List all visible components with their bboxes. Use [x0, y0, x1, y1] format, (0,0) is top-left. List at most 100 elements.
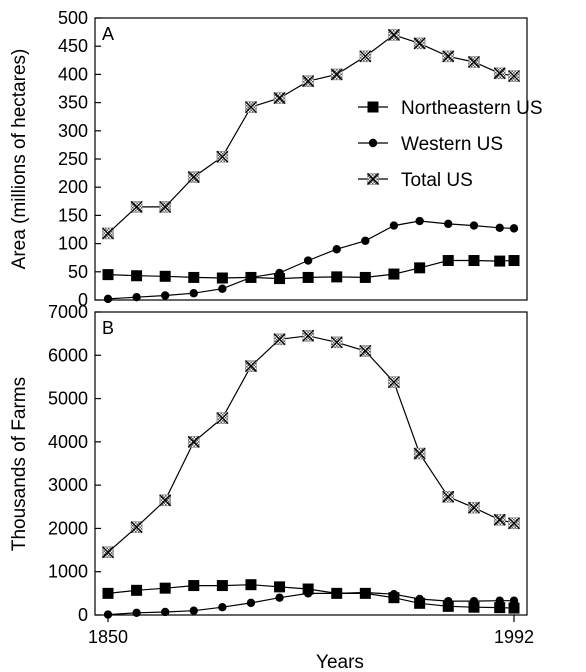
panel-b-line-total-us — [107, 335, 515, 553]
panel-b-point-total-us — [493, 513, 506, 526]
panel-b-point-western-us — [389, 590, 399, 599]
panel-a-point-total-us — [359, 50, 372, 63]
panel-b-point-western-us — [275, 593, 284, 602]
panel-a-point-northeastern-us — [274, 273, 286, 285]
x-tick-label: 1850 — [88, 627, 128, 647]
panel-b-point-total-us — [468, 501, 480, 514]
panel-a-point-total-us — [273, 92, 286, 105]
legend: Northeastern US Western US Total US — [358, 98, 543, 191]
panel-a-series-total-us — [102, 28, 520, 240]
panel-a-point-northeastern-us — [359, 271, 371, 283]
panel-b-point-western-us — [361, 588, 370, 597]
panel-a-point-northeastern-us — [102, 269, 114, 281]
panel-b-point-total-us — [159, 494, 172, 507]
panel-a-point-western-us — [103, 294, 113, 304]
legend-marker-northeastern-us — [367, 101, 379, 113]
panel-b-point-northeastern-us — [216, 580, 228, 592]
x-axis-title: Years — [316, 652, 364, 672]
panel-a-y-tick-label: 450 — [58, 36, 88, 56]
panel-b-y-tick-label: 0 — [78, 605, 88, 625]
panel-b-point-western-us — [103, 610, 113, 619]
panel-a-point-total-us — [508, 70, 520, 83]
panel-a-point-western-us — [218, 284, 227, 293]
panel-b-point-northeastern-us — [442, 600, 454, 612]
panel-b-point-western-us — [469, 596, 479, 606]
panel-a-point-western-us — [246, 273, 256, 282]
panel-a-point-total-us — [244, 101, 257, 114]
panel-b-point-western-us — [246, 598, 256, 608]
panel-b-x-ticks: 1850 1992 — [88, 615, 534, 647]
panel-b-line-northeastern-us — [107, 584, 515, 609]
panel-b-y-tick-label: 2000 — [48, 518, 88, 538]
panel-b-point-western-us — [132, 608, 141, 618]
panel-b-label: B — [102, 318, 114, 338]
legend-marker-total-us — [367, 173, 379, 185]
panel-a-point-western-us — [132, 292, 141, 302]
panel-b-point-total-us — [330, 336, 343, 349]
panel-b-point-total-us — [442, 490, 455, 503]
panel-b-point-northeastern-us — [131, 584, 143, 596]
legend-item-western-us: Western US — [358, 134, 503, 155]
panel-a-point-total-us — [387, 28, 400, 41]
panel-b-point-total-us — [187, 435, 200, 448]
panel-b-point-northeastern-us — [494, 602, 506, 614]
panel-b-point-northeastern-us — [102, 587, 114, 599]
panel-a-y-tick-label: 150 — [58, 205, 88, 225]
panel-b-y-tick-label: 4000 — [48, 432, 88, 452]
panel-a-point-northeastern-us — [131, 270, 143, 282]
panel-b-point-northeastern-us — [302, 583, 314, 595]
panel-b-line-western-us — [107, 591, 514, 616]
panel-b-point-northeastern-us — [188, 580, 200, 592]
panel-a-point-northeastern-us — [508, 255, 520, 267]
panel-b-point-western-us — [495, 596, 504, 605]
panel-a-series — [102, 28, 520, 304]
panel-b-point-total-us — [387, 376, 400, 389]
panel-a-point-western-us — [389, 221, 399, 230]
panel-b-point-western-us — [160, 607, 170, 617]
legend-label: Western US — [401, 134, 503, 155]
panel-b-point-western-us — [332, 589, 341, 598]
panel-b-point-western-us — [189, 606, 198, 615]
panel-a-point-northeastern-us — [188, 271, 200, 283]
panel-a-point-western-us — [303, 256, 313, 265]
panel-a-point-northeastern-us — [216, 272, 228, 284]
panel-b-y-tick-label: 5000 — [48, 389, 88, 409]
panel-a-point-total-us — [159, 200, 172, 213]
panel-a-point-total-us — [330, 68, 343, 81]
panel-a-point-total-us — [130, 200, 143, 213]
panel-a-series-western-us — [103, 216, 519, 304]
panel-a-point-western-us — [160, 291, 170, 300]
panel-a-y-tick-label: 250 — [58, 149, 88, 169]
panel-b-y-tick-label: 6000 — [48, 345, 88, 365]
legend-label: Northeastern US — [401, 98, 543, 119]
panel-b-point-northeastern-us — [245, 579, 257, 591]
panel-b-y-tick-label: 1000 — [48, 562, 88, 582]
panel-b-point-western-us — [218, 603, 227, 612]
panel-a-line-total-us — [107, 34, 515, 234]
panel-b-point-total-us — [102, 546, 114, 559]
panel-a-line-western-us — [107, 220, 515, 300]
panel-a-point-western-us — [495, 223, 504, 233]
panel-a-point-western-us — [415, 216, 424, 226]
panel-b-point-total-us — [273, 333, 286, 346]
panel-b-point-total-us — [302, 329, 315, 342]
panel-b-point-western-us — [415, 594, 424, 604]
panel-a-y-tick-label: 200 — [58, 177, 88, 197]
panel-b-point-western-us — [509, 596, 519, 605]
panel-a-point-northeastern-us — [468, 255, 480, 267]
panel-b-series-western-us — [103, 588, 519, 619]
panel-b-point-total-us — [413, 447, 426, 460]
legend-marker-western-us — [368, 138, 378, 148]
panel-b-point-total-us — [508, 517, 520, 530]
legend-item-northeastern-us: Northeastern US — [358, 98, 543, 119]
panel-b-point-total-us — [359, 344, 372, 357]
panel-a-point-western-us — [444, 219, 453, 229]
panel-a-y-tick-label: 350 — [58, 93, 88, 113]
panel-b-plot-area — [94, 311, 528, 616]
panel-a-point-total-us — [442, 50, 455, 63]
panel-a-point-northeastern-us — [494, 255, 506, 267]
panel-a-y-tick-label: 500 — [58, 8, 88, 28]
panel-a-point-western-us — [332, 245, 341, 254]
panel-a-line-northeastern-us — [107, 259, 515, 280]
